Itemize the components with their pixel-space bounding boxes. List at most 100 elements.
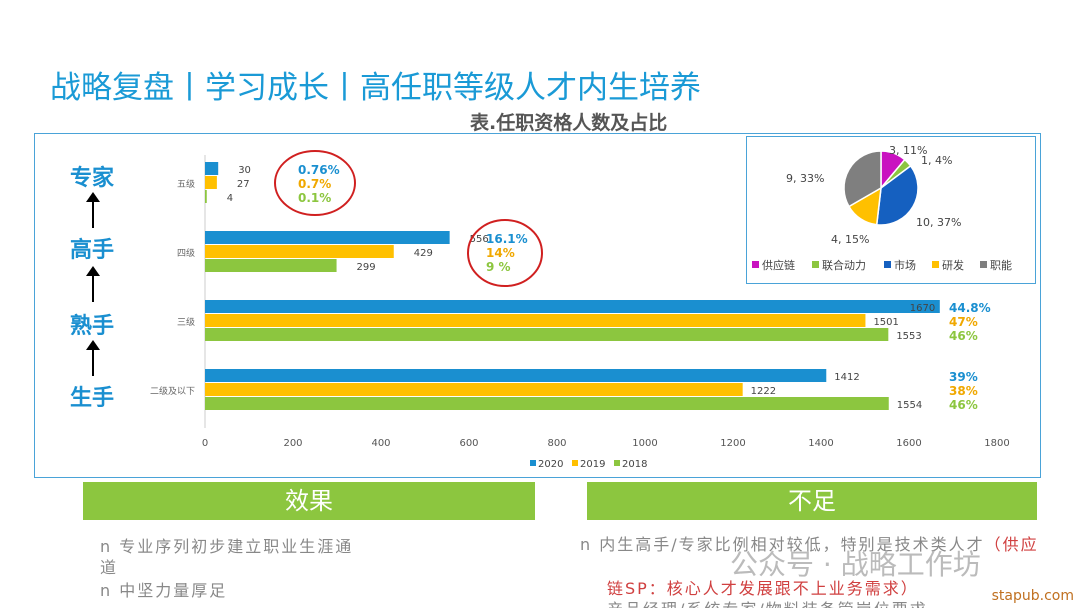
data-label: 30	[238, 165, 251, 176]
x-tick-label: 1400	[808, 438, 833, 449]
data-label: 1222	[751, 386, 776, 397]
lack-red-text: 链SP：核心人才发展跟不上业务需求）	[607, 579, 919, 598]
chart-title: 表.任职资格人数及占比	[470, 112, 668, 134]
legend-swatch	[932, 261, 939, 268]
bar	[205, 176, 217, 189]
bar	[205, 231, 450, 244]
pie-data-label: 3, 11%	[889, 144, 927, 157]
x-tick-label: 800	[547, 438, 566, 449]
legend-swatch	[530, 460, 536, 466]
data-label: 1412	[834, 372, 859, 383]
bar	[205, 162, 219, 175]
lack-item: n 内生高手/专家比例相对较低，特别是技术类人才（供应	[580, 534, 1050, 555]
percent-label: 16.1%	[486, 232, 528, 246]
data-label: 1554	[897, 400, 922, 411]
lack-banner: 不足	[587, 482, 1037, 520]
lack-red-text: （供应	[984, 535, 1039, 554]
percent-label: 46%	[949, 398, 978, 412]
data-label: 1670	[910, 303, 935, 314]
x-tick-label: 0	[202, 438, 208, 449]
bar	[205, 383, 743, 396]
watermark: 公众号 · 战略工作坊	[730, 548, 981, 581]
highlight-circle	[274, 150, 356, 216]
pie-slice	[843, 150, 882, 208]
legend-label: 2020	[538, 459, 563, 470]
level-skilled: 熟手	[70, 314, 115, 339]
legend-swatch	[572, 460, 578, 466]
pie-data-label: 9, 33%	[786, 172, 824, 185]
effect-banner: 效果	[83, 482, 535, 520]
arrow-shaft	[92, 200, 94, 228]
data-label: 27	[237, 179, 250, 190]
legend-label: 职能	[990, 258, 1012, 272]
percent-label: 0.76%	[298, 163, 340, 177]
legend-label: 市场	[894, 258, 916, 272]
legend-swatch	[812, 261, 819, 268]
data-label: 299	[357, 262, 376, 273]
legend-swatch	[614, 460, 620, 466]
percent-label: 47%	[949, 315, 978, 329]
percent-label: 38%	[949, 384, 978, 398]
x-tick-label: 1000	[632, 438, 657, 449]
level-expert: 专家	[70, 166, 115, 191]
lack-text: n 内生高手/专家比例相对较低，特别是技术类人才	[580, 535, 985, 554]
bar	[205, 369, 827, 382]
bar	[205, 245, 394, 258]
legend-swatch	[884, 261, 891, 268]
pie-data-label: 1, 4%	[921, 154, 952, 167]
highlight-circle	[467, 219, 543, 287]
arrow-up-icon	[86, 340, 100, 350]
legend-label: 联合动力	[822, 258, 866, 272]
page-title: 战略复盘丨学习成长丨高任职等级人才内生培养	[50, 70, 701, 106]
legend-swatch	[980, 261, 987, 268]
legend-label: 2019	[580, 459, 605, 470]
bar	[205, 190, 207, 203]
data-label: 429	[414, 248, 433, 259]
category-label: 四级	[177, 247, 195, 259]
pie-slice	[875, 164, 919, 226]
percent-label: 14%	[486, 246, 515, 260]
x-tick-label: 600	[459, 438, 478, 449]
category-label: 三级	[177, 316, 195, 328]
bar	[205, 397, 889, 410]
percent-label: 0.7%	[298, 177, 331, 191]
lack-text: 产品经理/系统专家/物料装备管岗位要求...	[607, 599, 949, 608]
category-label: 二级及以下	[150, 385, 195, 397]
legend-label: 研发	[942, 258, 964, 272]
percent-label: 9 %	[486, 260, 511, 274]
arrow-shaft	[92, 348, 94, 376]
bar	[205, 328, 889, 341]
legend-label: 2018	[622, 459, 647, 470]
effect-item: n 中坚力量厚足	[100, 581, 228, 600]
site-watermark: stapub.com	[991, 588, 1074, 604]
legend-swatch	[752, 261, 759, 268]
data-label: 4	[227, 193, 233, 204]
percent-label: 39%	[949, 370, 978, 384]
legend-label: 供应链	[762, 258, 795, 272]
pie-data-label: 4, 15%	[831, 233, 869, 246]
percent-label: 44.8%	[949, 301, 991, 315]
level-novice: 生手	[70, 386, 115, 411]
x-tick-label: 1800	[984, 438, 1009, 449]
arrow-up-icon	[86, 266, 100, 276]
x-tick-label: 1600	[896, 438, 921, 449]
bar	[205, 259, 337, 272]
percent-label: 0.1%	[298, 191, 331, 205]
data-label: 1501	[873, 317, 898, 328]
percent-label: 46%	[949, 329, 978, 343]
arrow-up-icon	[86, 192, 100, 202]
x-tick-label: 200	[283, 438, 302, 449]
x-tick-label: 400	[371, 438, 390, 449]
chart-frame	[34, 133, 1041, 478]
pie-chart: 3, 11%1, 4% 10, 37% 4, 15% 9, 33% 供应链 联合动力 市场 研…	[752, 144, 1012, 272]
data-label: 1553	[896, 331, 921, 342]
data-label: 556	[470, 234, 489, 245]
pie-data-label: 10, 37%	[916, 216, 961, 229]
x-tick-label: 1200	[720, 438, 745, 449]
level-master: 高手	[70, 238, 115, 263]
effect-item: n 专业序列初步建立职业生涯通道	[100, 537, 354, 577]
arrow-shaft	[92, 274, 94, 302]
category-label: 五级	[177, 178, 195, 190]
bar	[205, 300, 940, 313]
